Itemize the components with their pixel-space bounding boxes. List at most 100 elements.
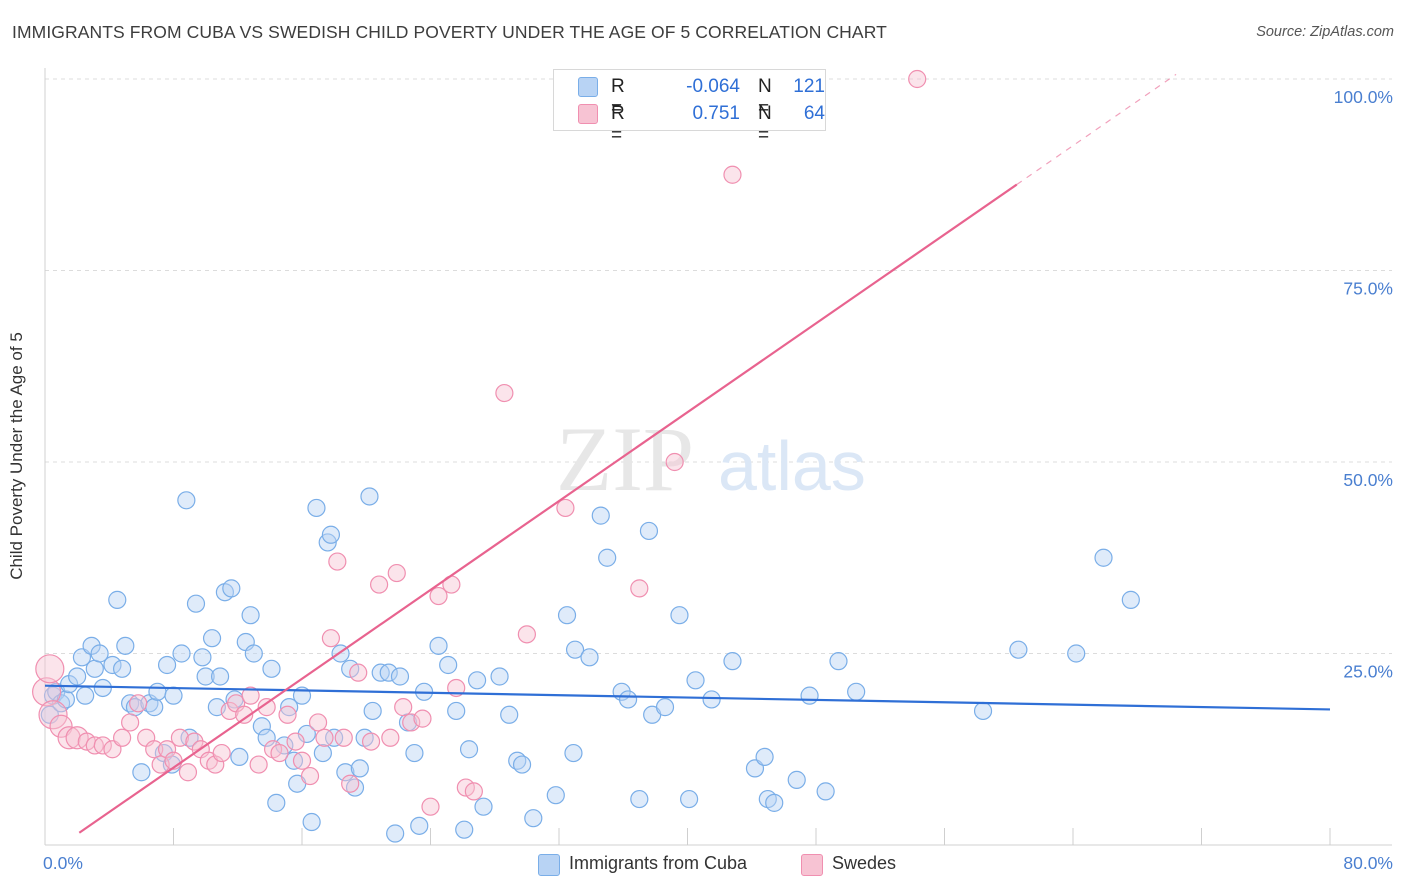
swedes-point xyxy=(387,563,406,583)
swedes-point xyxy=(212,743,231,763)
cuba-point xyxy=(618,690,638,709)
cuba-point xyxy=(40,705,59,724)
cuba-point xyxy=(598,548,617,567)
cuba-point xyxy=(429,636,448,655)
cuba-point xyxy=(257,728,276,747)
cuba-point xyxy=(103,655,122,675)
swedes-point xyxy=(178,763,198,782)
y-tick-label: 50.0% xyxy=(1343,470,1393,490)
cuba-point xyxy=(164,686,183,705)
cuba-point xyxy=(847,682,866,701)
correlation-legend: R = -0.064 N = 121 R = 0.751 N = 64 xyxy=(553,69,826,146)
swedes-point xyxy=(35,654,65,684)
watermark-zip: ZIP xyxy=(556,408,694,510)
legend-n-label: N = xyxy=(758,103,772,146)
swedes-point xyxy=(278,705,297,724)
swedes-point xyxy=(121,713,140,732)
cuba-point xyxy=(93,678,112,698)
chart-title: IMMIGRANTS FROM CUBA VS SWEDISH CHILD PO… xyxy=(12,22,887,42)
swedes-point xyxy=(381,728,400,747)
swedes-point xyxy=(334,728,353,747)
swedes-point xyxy=(235,705,254,724)
swedes-trend-line-extension xyxy=(1016,73,1177,186)
cuba-point xyxy=(186,594,206,613)
trend-lines xyxy=(44,73,1331,834)
cuba-point xyxy=(816,782,835,801)
cuba-point xyxy=(325,728,344,747)
swedes-point xyxy=(556,498,575,518)
cuba-point xyxy=(262,659,281,678)
cuba-point xyxy=(1067,644,1086,663)
swedes-point xyxy=(413,709,432,728)
cuba-point xyxy=(447,701,466,721)
bottom-legend-swatch-pink xyxy=(801,854,823,876)
swedes-point xyxy=(38,700,68,730)
cuba-point xyxy=(639,521,659,541)
swedes-point xyxy=(308,713,328,732)
swedes-trend-line xyxy=(78,183,1018,834)
cuba-point xyxy=(230,747,249,767)
bottom-legend-label-cuba: Immigrants from Cuba xyxy=(569,853,748,873)
swedes-point xyxy=(630,579,649,598)
cuba-point xyxy=(702,690,721,709)
cuba-point xyxy=(307,498,326,518)
swedes-point xyxy=(370,575,389,594)
swedes-point xyxy=(57,726,81,750)
cuba-point xyxy=(363,701,382,721)
swedes-point xyxy=(517,625,536,644)
cuba-point xyxy=(490,667,509,686)
swedes-point xyxy=(93,736,112,755)
cuba-point xyxy=(580,648,599,667)
cuba-point xyxy=(410,816,429,835)
swedes-point xyxy=(249,755,268,774)
cuba-point xyxy=(800,686,819,705)
cuba-point xyxy=(564,743,583,763)
cuba-point xyxy=(390,667,410,686)
cuba-point xyxy=(405,743,424,763)
swedes-point xyxy=(257,698,276,717)
cuba-point xyxy=(765,793,784,812)
legend-swatch-pink xyxy=(578,104,598,124)
swedes-point xyxy=(157,740,177,759)
cuba-point xyxy=(196,667,215,686)
cuba-point xyxy=(459,740,479,759)
legend-r-label: R = xyxy=(611,103,625,146)
swedes-point xyxy=(112,728,132,747)
cuba-point xyxy=(193,648,212,667)
swedes-point xyxy=(129,694,148,713)
cuba-point xyxy=(76,686,95,705)
cuba-point xyxy=(241,606,260,625)
swedes-point xyxy=(495,383,514,403)
legend-r-label: R = xyxy=(611,76,625,119)
swedes-point xyxy=(300,766,320,786)
legend-n-value: 64 xyxy=(803,103,825,124)
swedes-point xyxy=(49,714,73,738)
swedes-point xyxy=(270,743,289,763)
cuba-point xyxy=(252,717,271,736)
legend-n-label: N = xyxy=(758,76,772,119)
swedes-point xyxy=(241,686,260,705)
cuba-point xyxy=(546,786,565,805)
swedes-point xyxy=(908,69,927,89)
cuba-point xyxy=(145,698,164,717)
cuba-point xyxy=(439,655,458,675)
swedes-point xyxy=(315,728,334,747)
watermark: ZIP atlas xyxy=(556,408,866,510)
cuba-point xyxy=(500,705,519,724)
cuba-point xyxy=(655,698,675,717)
swedes-point xyxy=(723,165,742,184)
cuba-point xyxy=(829,652,848,671)
swedes-point xyxy=(349,663,368,682)
cuba-point xyxy=(148,682,167,701)
cuba-point xyxy=(116,636,135,655)
legend-r-value: 0.751 xyxy=(692,103,740,124)
cuba-point xyxy=(85,659,104,678)
cuba-point xyxy=(755,747,774,767)
cuba-point xyxy=(108,590,127,609)
legend-r-value: -0.064 xyxy=(686,76,740,97)
cuba-point xyxy=(787,770,806,789)
cuba-point xyxy=(210,667,230,686)
cuba-point xyxy=(386,824,405,843)
swedes-point xyxy=(65,726,89,750)
